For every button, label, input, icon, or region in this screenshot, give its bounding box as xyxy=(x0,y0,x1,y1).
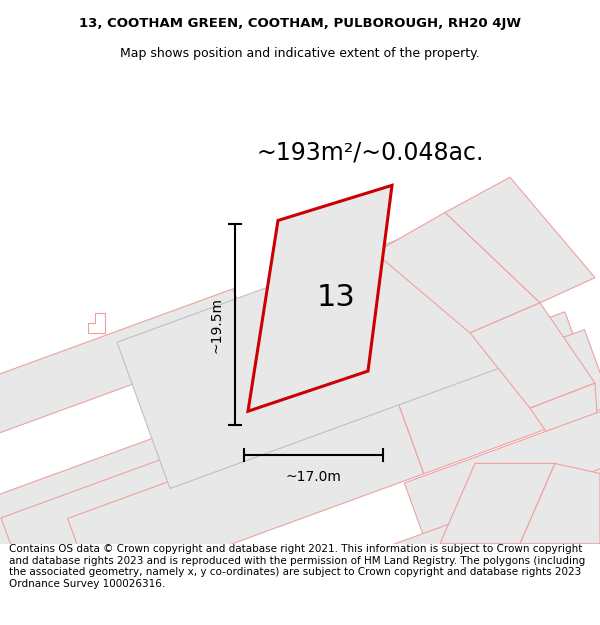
Polygon shape xyxy=(68,398,424,594)
Text: ~193m²/~0.048ac.: ~193m²/~0.048ac. xyxy=(256,140,484,164)
Polygon shape xyxy=(0,289,252,444)
Polygon shape xyxy=(356,462,600,624)
Text: Contains OS data © Crown copyright and database right 2021. This information is : Contains OS data © Crown copyright and d… xyxy=(9,544,585,589)
Polygon shape xyxy=(117,205,546,489)
Polygon shape xyxy=(530,383,600,474)
Polygon shape xyxy=(1,398,354,584)
Polygon shape xyxy=(375,213,540,333)
Polygon shape xyxy=(445,177,595,302)
Text: ~17.0m: ~17.0m xyxy=(286,471,341,484)
Polygon shape xyxy=(248,186,392,411)
Polygon shape xyxy=(404,380,600,554)
Polygon shape xyxy=(88,313,105,333)
Text: Map shows position and indicative extent of the property.: Map shows position and indicative extent… xyxy=(120,48,480,61)
Text: 13: 13 xyxy=(317,282,356,311)
Text: 13, COOTHAM GREEN, COOTHAM, PULBOROUGH, RH20 4JW: 13, COOTHAM GREEN, COOTHAM, PULBOROUGH, … xyxy=(79,16,521,29)
Text: ~19.5m: ~19.5m xyxy=(210,297,224,353)
Polygon shape xyxy=(520,463,600,544)
Polygon shape xyxy=(438,494,600,624)
Polygon shape xyxy=(397,329,600,474)
Polygon shape xyxy=(330,312,589,464)
Polygon shape xyxy=(470,302,595,408)
Polygon shape xyxy=(440,463,555,544)
Polygon shape xyxy=(0,392,299,564)
